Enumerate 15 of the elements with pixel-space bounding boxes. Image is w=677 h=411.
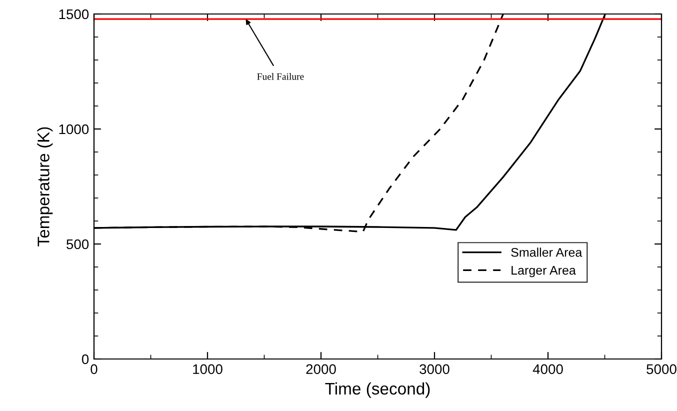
x-tick-label: 0 [90, 364, 98, 374]
x-tick-label: 3000 [420, 364, 450, 374]
y-tick-label: 0 [82, 354, 89, 364]
y-tick-label: 1500 [59, 9, 89, 20]
x-axis-title: Time (second) [325, 382, 430, 398]
legend-label: Smaller Area [511, 248, 582, 257]
x-tick-label: 2000 [306, 364, 336, 374]
x-tick-label: 4000 [532, 364, 563, 374]
y-tick-label: 1000 [59, 124, 89, 134]
y-axis-title: Temperature (K) [37, 127, 53, 246]
legend-label: Larger Area [512, 266, 576, 278]
x-tick-label: 5000 [646, 364, 676, 374]
annotation: Fuel Failure [257, 72, 304, 80]
x-tick-label: 1000 [193, 364, 222, 374]
y-tick-label: 500 [66, 239, 89, 250]
